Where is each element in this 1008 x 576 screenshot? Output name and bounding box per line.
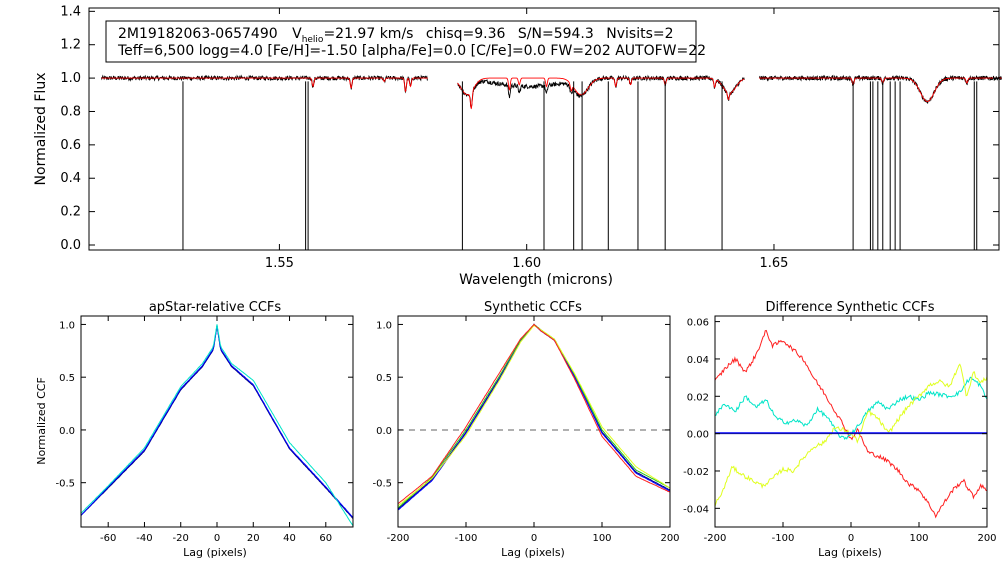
x-tick-label: 0 [214, 533, 220, 544]
x-tick-label: 100 [909, 533, 928, 544]
info-line-1: 2M19182063-0657490 Vhelio=21.97 km/s chi… [118, 26, 674, 45]
y-tick-label: 0.02 [687, 392, 709, 403]
apstar-ccf-title: apStar-relative CCFs [149, 300, 282, 315]
synthetic-ccf-title: Synthetic CCFs [484, 300, 582, 315]
difference-ccf-panel: Difference Synthetic CCFs -200 -100 0 100 20… [683, 300, 996, 559]
synthetic-ccf-ticks: -200 -100 0 100 200 -0.5 0.0 0.5 1.0 [372, 316, 680, 544]
observed-spectrum-line [457, 74, 745, 109]
synthetic-ccf-frame [397, 315, 671, 528]
spectrum-x-label: Wavelength (microns) [459, 272, 613, 288]
y-tick-label: 0.0 [60, 238, 81, 253]
y-tick-label: 0.4 [60, 171, 81, 186]
apstar-ccf-panel: apStar-relative CCFs -60 -40 -20 0 20 40 60 -0.… [35, 300, 354, 559]
x-tick-label: -20 [173, 533, 189, 544]
nvisits-value: Nvisits=2 [606, 26, 673, 42]
ccf-series-line [397, 323, 671, 505]
ccf-series-line [714, 329, 988, 519]
observed-spectrum-line [100, 74, 428, 94]
x-tick-label: 1.60 [512, 256, 541, 271]
spectrum-lines [100, 74, 1002, 250]
apstar-ccf-x-label: Lag (pixels) [183, 546, 247, 559]
sn-value: S/N=594.3 [518, 26, 594, 42]
model-spectrum-line [759, 77, 1002, 102]
ccf-series-line [397, 323, 671, 511]
x-tick-label: 20 [247, 533, 260, 544]
x-tick-label: 0 [848, 533, 854, 544]
difference-ccf-frame [714, 315, 988, 528]
ccf-series-line [714, 376, 988, 440]
x-tick-label: -40 [136, 533, 152, 544]
apstar-ccf-ticks: -60 -40 -20 0 20 40 60 -0.5 0.0 0.5 1.0 [55, 316, 353, 544]
y-tick-label: 0.04 [687, 355, 709, 366]
x-tick-label: 1.65 [759, 256, 788, 271]
apstar-ccf-y-label: Normalized CCF [35, 377, 48, 465]
x-tick-label: -200 [704, 533, 727, 544]
difference-ccf-x-label: Lag (pixels) [818, 546, 882, 559]
ccf-series-line [397, 324, 671, 507]
y-tick-label: 0.00 [687, 430, 709, 441]
ccf-series-line [80, 325, 354, 520]
ccf-series-line [397, 323, 671, 510]
synthetic-ccf-lines [397, 323, 671, 511]
ccf-series-line [80, 325, 354, 518]
vhelio-subscript: helio [302, 35, 324, 45]
x-tick-label: -100 [455, 533, 478, 544]
x-tick-label: -100 [772, 533, 795, 544]
ccf-series-line [714, 363, 988, 507]
y-tick-label: 1.4 [60, 4, 81, 19]
ccf-series-line [397, 323, 671, 509]
synthetic-ccf-panel: Synthetic CCFs -200 -100 0 100 200 -0.5 0.0 0.5… [372, 300, 679, 559]
x-tick-label: 60 [319, 533, 332, 544]
y-tick-label: 0.5 [376, 373, 392, 384]
y-tick-label: 1.2 [60, 38, 81, 53]
spectrum-panel: 1.55 1.60 1.65 0.0 0.2 0.4 0.6 0.8 1.0 1.2 1.4 Wav… [33, 4, 1002, 288]
y-tick-label: 1.0 [60, 71, 81, 86]
y-tick-label: 1.0 [59, 320, 75, 331]
model-spectrum-line [101, 77, 428, 93]
y-tick-label: 0.6 [60, 138, 81, 153]
y-tick-label: -0.5 [55, 479, 75, 490]
observed-spectrum-line [758, 74, 1002, 104]
x-tick-label: 100 [592, 533, 611, 544]
x-tick-label: -200 [387, 533, 410, 544]
x-tick-label: 40 [283, 533, 296, 544]
info-line-2: Teff=6,500 logg=4.0 [Fe/H]=-1.50 [alpha/… [117, 43, 706, 59]
chisq-value: chisq=9.36 [426, 26, 506, 42]
apstar-ccf-frame [80, 315, 354, 528]
y-tick-label: 1.0 [376, 320, 392, 331]
info-box [105, 20, 697, 63]
synthetic-ccf-x-label: Lag (pixels) [501, 546, 565, 559]
ccf-series-line [80, 324, 354, 527]
y-tick-label: 0.5 [59, 373, 75, 384]
star-id: 2M19182063-0657490 [118, 26, 278, 42]
difference-ccf-title: Difference Synthetic CCFs [765, 300, 934, 315]
y-tick-label: 0.0 [376, 426, 392, 437]
model-spectrum-line [457, 77, 745, 110]
spectrum-y-label: Normalized Flux [33, 73, 49, 186]
x-tick-label: -60 [100, 533, 116, 544]
difference-ccf-ticks: -200 -100 0 100 200 -0.04 -0.02 0.00 0.02 0.04 0.0… [683, 316, 997, 544]
x-tick-label: 200 [977, 533, 996, 544]
y-tick-label: 0.8 [60, 104, 81, 119]
x-tick-label: 1.55 [265, 256, 294, 271]
y-tick-label: 0.06 [687, 318, 709, 329]
vhelio-label: V [292, 26, 302, 42]
spectrum-ticks: 1.55 1.60 1.65 0.0 0.2 0.4 0.6 0.8 1.0 1.2 1.4 [60, 4, 999, 271]
y-tick-label: -0.02 [683, 467, 709, 478]
apstar-ccf-lines [80, 324, 354, 527]
y-tick-label: -0.04 [683, 504, 709, 515]
y-tick-label: 0.2 [60, 205, 81, 220]
difference-ccf-lines [714, 329, 988, 519]
spectrum-plot-frame [88, 7, 1000, 251]
y-tick-label: -0.5 [372, 479, 392, 490]
y-tick-label: 0.0 [59, 426, 75, 437]
vhelio-value: =21.97 km/s [323, 26, 413, 42]
x-tick-label: 200 [660, 533, 679, 544]
x-tick-label: 0 [531, 533, 537, 544]
